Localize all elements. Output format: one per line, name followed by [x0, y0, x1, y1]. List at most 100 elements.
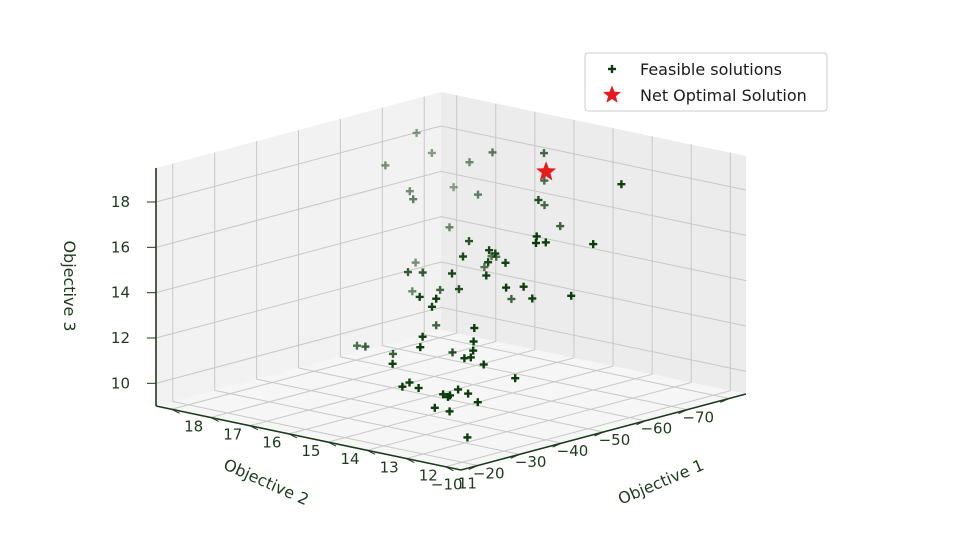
x-tick-mark: [327, 441, 337, 447]
x-tick-label: 12: [419, 467, 438, 485]
legend-marker-feasible: [608, 65, 616, 73]
feasible-point: [418, 268, 427, 277]
feasible-point: [474, 190, 482, 199]
z-tick-label: 18: [111, 193, 130, 211]
feasible-point: [470, 324, 479, 332]
x-tick-label: 14: [341, 450, 360, 468]
legend: Feasible solutions Net Optimal Solution: [584, 52, 828, 112]
feasible-point: [479, 360, 488, 369]
y-tick-mark: [720, 398, 730, 403]
feasible-point: [405, 187, 414, 196]
x-tick-mark: [366, 449, 376, 455]
grid-y-floor: [382, 345, 688, 411]
grid-z: [155, 216, 747, 294]
x-tick-mark: [288, 433, 298, 439]
x-tick-mark: [210, 417, 219, 422]
y-tick-mark: [552, 442, 562, 448]
feasible-point: [436, 285, 445, 294]
feasible-point: [459, 252, 467, 261]
x-axis-label: Objective 1: [615, 455, 706, 508]
y-tick-mark: [510, 453, 520, 459]
y-tick-label: −60: [640, 420, 672, 438]
feasible-point: [445, 223, 454, 232]
grid-y-floor: [424, 333, 730, 399]
feasible-point: [389, 349, 397, 358]
grid-z: [155, 261, 747, 339]
feasible-point: [405, 378, 414, 387]
feasible-point: [484, 258, 493, 267]
grid-y-floor: [214, 389, 520, 455]
feasible-point: [398, 382, 407, 391]
feasible-point: [465, 237, 473, 246]
feasible-point: [519, 282, 528, 291]
z-axis-label: Objective 3: [60, 240, 79, 331]
feasible-point: [411, 258, 420, 267]
y-tick-label: −40: [557, 442, 589, 460]
feasible-point: [463, 433, 472, 442]
feasible-point: [381, 161, 390, 170]
x-tick-label: 17: [223, 425, 242, 443]
x-tick-mark: [406, 458, 415, 463]
legend-label-feasible: Feasible solutions: [640, 60, 782, 79]
feasible-point: [388, 359, 397, 368]
feasible-point: [427, 149, 436, 157]
grid-z: [155, 125, 747, 203]
z-tick-label: 14: [111, 284, 130, 302]
y-tick-mark: [636, 420, 646, 426]
feasible-point: [540, 149, 548, 158]
feasible-point: [409, 195, 418, 204]
feasible-point: [589, 240, 598, 249]
feasible-point: [617, 180, 626, 189]
data-points: [353, 128, 626, 442]
z-tick-label: 12: [111, 329, 130, 347]
z-tick-label: 10: [111, 374, 130, 392]
feasible-point: [541, 238, 550, 247]
feasible-point: [556, 222, 565, 231]
x-tick-label: 16: [262, 434, 281, 452]
tick-labels: 11 12 13 14 15 16 17 18 −70 −60 −50 −40 −30 −20 −10 10 1…: [111, 193, 730, 494]
feasible-point: [415, 292, 424, 301]
y-tick-label: −10: [431, 476, 463, 494]
grid-y-floor: [172, 401, 478, 467]
feasible-point: [460, 354, 469, 363]
feasible-point: [446, 391, 454, 400]
legend-label-optimal: Net Optimal Solution: [640, 86, 807, 105]
feasible-point: [448, 348, 457, 357]
x-tick-label: 15: [301, 442, 320, 460]
y-tick-mark: [678, 409, 688, 415]
grid-y-floor: [340, 356, 646, 422]
feasible-point: [455, 285, 463, 294]
x-tick-label: 13: [380, 458, 399, 476]
feasible-point: [480, 263, 489, 272]
feasible-point: [502, 283, 511, 292]
feasible-point: [353, 341, 361, 350]
x-tick-label: 18: [184, 417, 203, 435]
x-tick-label: 11: [458, 475, 477, 493]
y-tick-label: −70: [682, 408, 714, 426]
feasible-point: [482, 271, 491, 280]
feasible-point: [439, 390, 448, 399]
y-axis-spine: [155, 405, 462, 471]
y-axis-label: Objective 2: [221, 455, 312, 509]
feasible-point: [511, 374, 520, 383]
feasible-point: [491, 249, 500, 258]
x-tick-mark: [445, 466, 454, 472]
gridlines: [155, 95, 747, 468]
grid-y-floor: [298, 367, 604, 433]
legend-box: [584, 52, 828, 112]
y-tick-mark: [594, 431, 604, 437]
feasible-point: [528, 294, 537, 303]
feasible-point: [432, 294, 441, 303]
feasible-point: [449, 183, 458, 192]
z-tick-label: 16: [111, 238, 130, 256]
axis-panes: [156, 92, 746, 470]
x-tick-mark: [171, 408, 180, 414]
feasible-point: [507, 295, 516, 303]
grid-z: [155, 170, 747, 248]
feasible-point: [473, 398, 482, 407]
optimal-point-star: [535, 161, 557, 181]
feasible-point: [501, 258, 510, 267]
legend-marker-optimal: [602, 85, 622, 103]
feasible-point: [414, 384, 423, 392]
